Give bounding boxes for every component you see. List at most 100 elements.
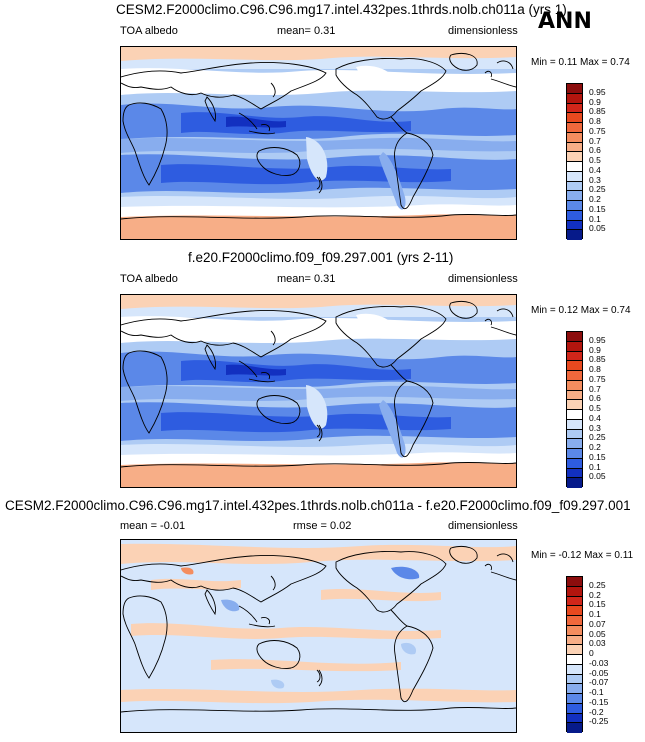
colorbar-swatch [567, 577, 582, 587]
colorbar-tick-label: 0.15 [589, 451, 606, 462]
panel-3-rmse-label: rmse = 0.02 [293, 520, 352, 532]
colorbar-swatch [567, 181, 582, 192]
colorbar-tick-label: 0.7 [589, 135, 601, 146]
panel-3-title: CESM2.F2000climo.C96.C96.mg17.intel.432p… [5, 498, 631, 513]
panel-2-mean-label: mean= 0.31 [277, 273, 336, 285]
colorbar-swatch [567, 210, 582, 221]
colorbar-swatch [567, 332, 582, 342]
colorbar-swatch [567, 429, 582, 440]
colorbar-tick-label: 0.1 [589, 213, 601, 224]
colorbar-swatch [567, 625, 582, 636]
colorbar-tick-label: 0.05 [589, 471, 606, 482]
panel-2-map [120, 294, 517, 488]
colorbar-swatch [567, 694, 582, 704]
colorbar-tick-label: 0.9 [589, 96, 601, 107]
panel-1-colorbar [566, 83, 583, 240]
colorbar-tick-label: 0.75 [589, 373, 606, 384]
panel-1-units-label: dimensionless [448, 25, 518, 37]
colorbar-tick-label: -0.1 [589, 687, 604, 697]
colorbar-swatch [567, 635, 582, 646]
colorbar-tick-label: 0.15 [589, 599, 606, 610]
colorbar-tick-label: 0.05 [589, 223, 606, 234]
colorbar-tick-label: 0.3 [589, 174, 601, 185]
colorbar-tick-label: 0.25 [589, 432, 606, 443]
colorbar-swatch [567, 596, 582, 607]
panel-3-mean-label: mean = -0.01 [120, 520, 186, 532]
colorbar-tick-label: 0.95 [589, 334, 606, 345]
colorbar-swatch [567, 664, 582, 675]
colorbar-swatch [567, 351, 582, 362]
panel-2-variable-label: TOA albedo [120, 273, 178, 285]
colorbar-tick-label: 0.2 [589, 194, 601, 204]
colorbar-swatch [567, 113, 582, 123]
panel-1-map [120, 46, 517, 240]
season-label: ANN [538, 9, 592, 34]
colorbar-tick-label: -0.03 [589, 657, 609, 668]
colorbar-swatch [567, 419, 582, 430]
panel-3-minmax: Min = -0.12 Max = 0.11 [531, 550, 634, 561]
panel-3-map [120, 539, 517, 733]
colorbar-swatch [567, 171, 582, 182]
colorbar-swatch [567, 93, 582, 104]
colorbar-swatch [567, 380, 582, 391]
colorbar-swatch [567, 201, 582, 211]
colorbar-swatch [567, 703, 582, 714]
colorbar-swatch [567, 606, 582, 616]
colorbar-tick-label: 0.85 [589, 354, 606, 365]
colorbar-tick-label: 0.9 [589, 344, 601, 355]
colorbar-swatch [567, 162, 582, 172]
colorbar-tick-label: 0.7 [589, 383, 601, 394]
panel-3-colorbar [566, 576, 583, 733]
colorbar-tick-label: 0.5 [589, 403, 601, 413]
colorbar-swatch [567, 723, 582, 733]
colorbar-tick-label: -0.07 [589, 677, 609, 688]
panel-2-minmax: Min = 0.12 Max = 0.74 [531, 305, 631, 316]
colorbar-swatch [567, 132, 582, 143]
colorbar-swatch [567, 191, 582, 201]
panel-1-minmax: Min = 0.11 Max = 0.74 [531, 57, 630, 68]
panel-1-title: CESM2.F2000climo.C96.C96.mg17.intel.432p… [116, 2, 567, 17]
colorbar-swatch [567, 371, 582, 381]
colorbar-tick-label: 0.25 [589, 184, 606, 195]
colorbar-tick-label: 0.2 [589, 442, 601, 452]
panel-2-title: f.e20.F2000climo.f09_f09.297.001 (yrs 2-… [188, 250, 454, 265]
panel-2-map-canvas [121, 295, 516, 487]
colorbar-swatch [567, 152, 582, 162]
colorbar-tick-label: 0.15 [589, 203, 606, 214]
colorbar-swatch [567, 655, 582, 665]
colorbar-swatch [567, 468, 582, 479]
colorbar-swatch [567, 390, 582, 401]
colorbar-tick-label: 0.1 [589, 609, 601, 619]
panel-1-mean-label: mean= 0.31 [277, 25, 336, 37]
colorbar-swatch [567, 439, 582, 449]
panel-3-units-label: dimensionless [448, 520, 518, 532]
colorbar-tick-label: 0.07 [589, 618, 606, 629]
colorbar-tick-label: 0.6 [589, 393, 601, 404]
colorbar-swatch [567, 103, 582, 114]
colorbar-tick-label: 0.4 [589, 412, 601, 423]
colorbar-swatch [567, 220, 582, 231]
colorbar-tick-label: 0.95 [589, 86, 606, 97]
colorbar-swatch [567, 674, 582, 685]
colorbar-tick-label: 0.75 [589, 125, 606, 136]
colorbar-swatch [567, 458, 582, 469]
colorbar-tick-label: -0.05 [589, 667, 609, 678]
colorbar-swatch [567, 478, 582, 488]
colorbar-swatch [567, 123, 582, 133]
colorbar-swatch [567, 400, 582, 410]
colorbar-tick-label: 0.05 [589, 628, 606, 639]
colorbar-tick-label: 0.25 [589, 579, 606, 590]
colorbar-tick-label: 0.8 [589, 116, 601, 126]
panel-2-units-label: dimensionless [448, 273, 518, 285]
colorbar-swatch [567, 586, 582, 597]
colorbar-tick-label: 0.6 [589, 145, 601, 156]
colorbar-tick-label: 0.1 [589, 461, 601, 472]
colorbar-swatch [567, 410, 582, 420]
colorbar-swatch [567, 684, 582, 694]
colorbar-swatch [567, 84, 582, 94]
colorbar-tick-label: 0.4 [589, 164, 601, 175]
colorbar-tick-label: -0.15 [589, 696, 609, 707]
colorbar-swatch [567, 341, 582, 352]
colorbar-swatch [567, 230, 582, 240]
colorbar-swatch [567, 361, 582, 371]
